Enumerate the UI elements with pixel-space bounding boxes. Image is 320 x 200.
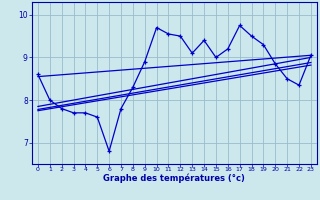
X-axis label: Graphe des températures (°c): Graphe des températures (°c) [103,174,245,183]
